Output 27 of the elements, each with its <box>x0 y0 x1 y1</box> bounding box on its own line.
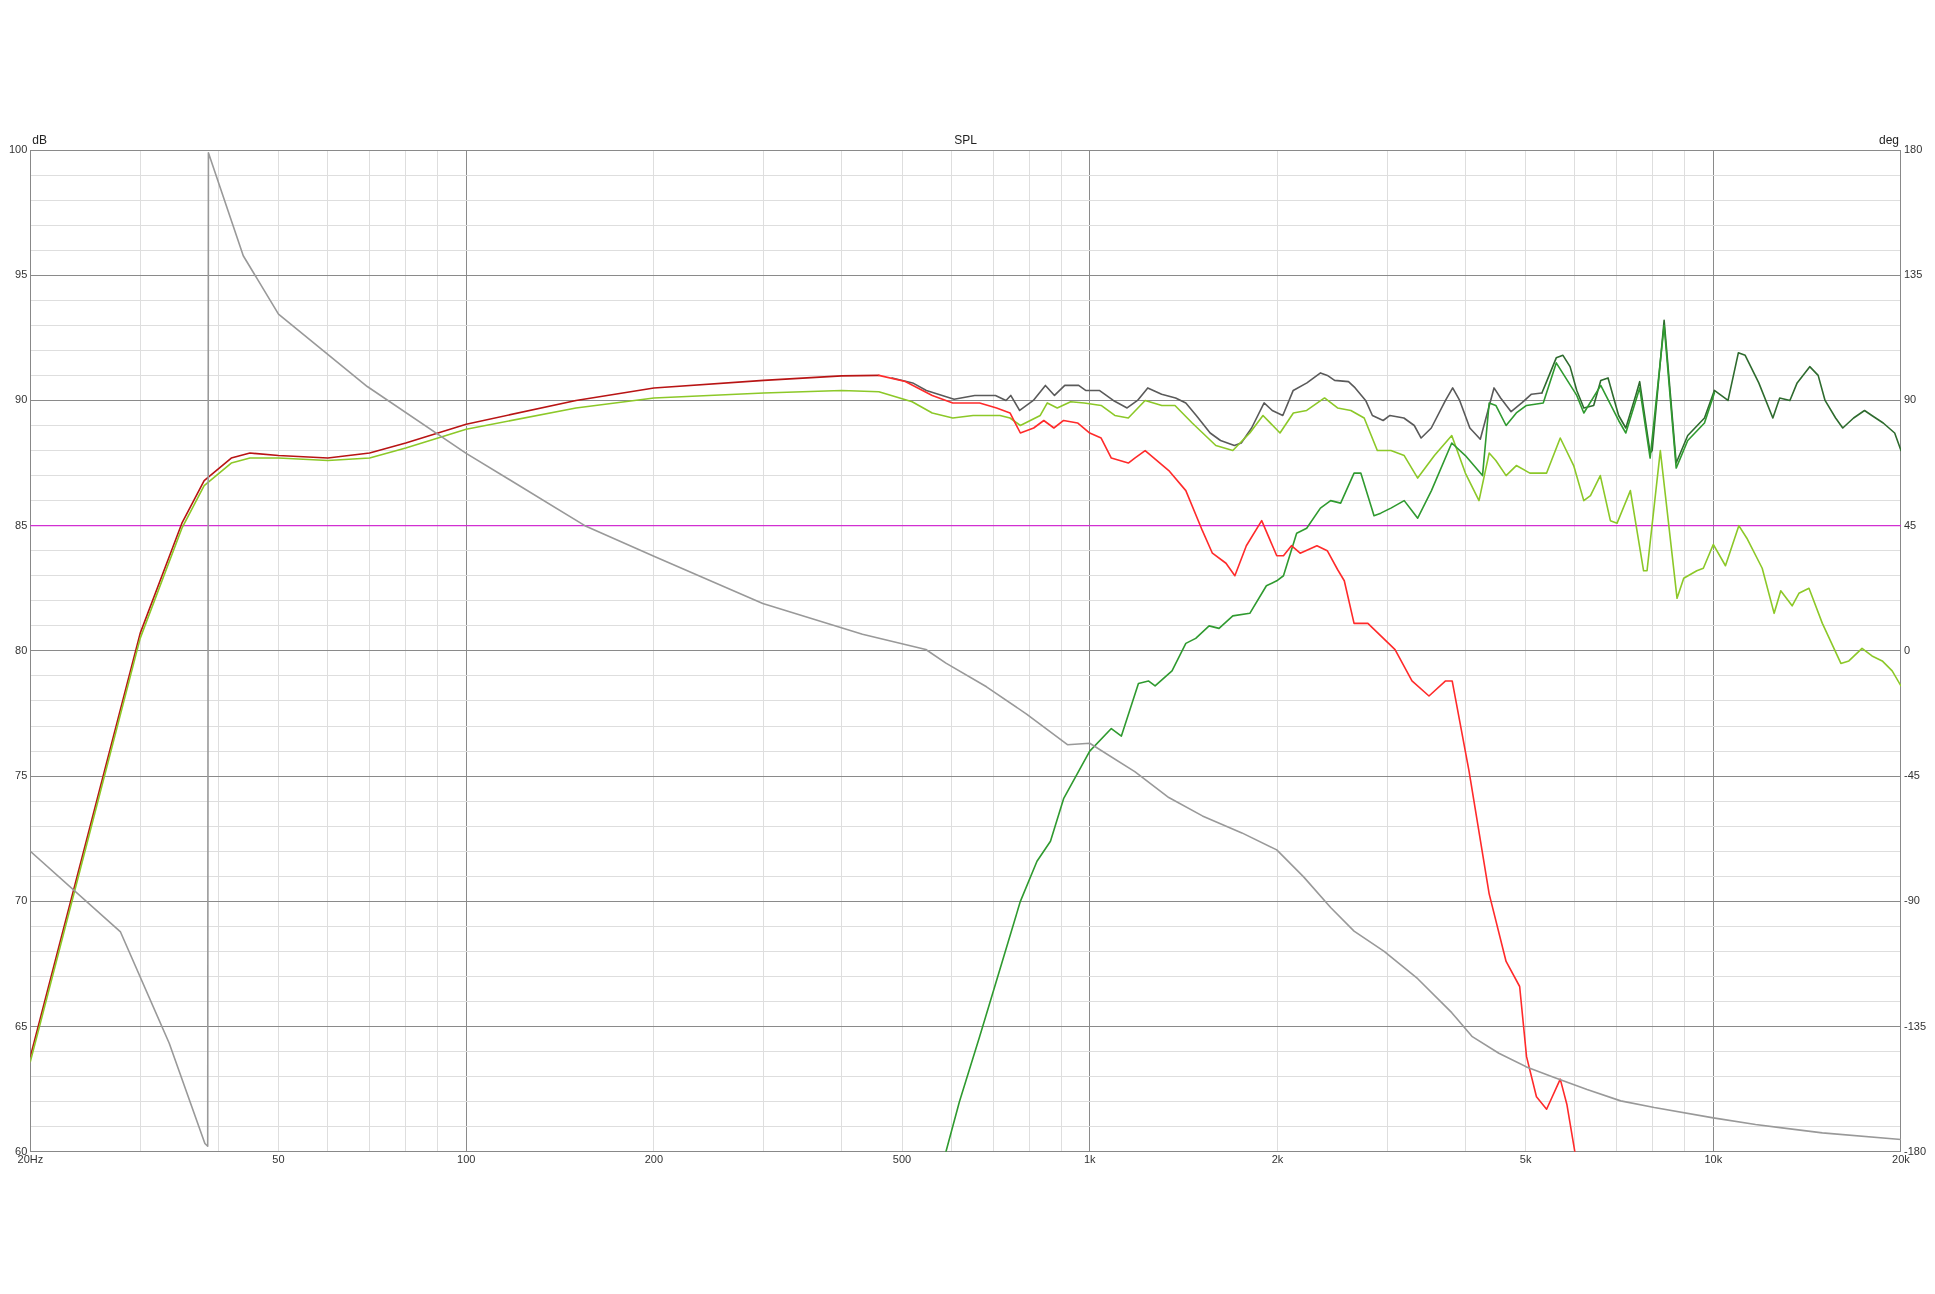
y-tick-label: 75 <box>15 769 28 782</box>
x-tick-label: 10k <box>1704 1153 1723 1166</box>
x-tick-label: 100 <box>457 1153 476 1166</box>
y2-axis-title: deg <box>1878 133 1899 148</box>
x-tick-label: 1k <box>1083 1153 1097 1166</box>
x-tick-label: 2k <box>1271 1153 1284 1166</box>
y-tick-label: 70 <box>15 894 28 907</box>
x-tick-label: 500 <box>892 1153 912 1166</box>
x-tick-label: 5k <box>1519 1153 1532 1166</box>
y2-tick-label: 180 <box>1903 143 1923 156</box>
x-tick-label: 200 <box>644 1153 664 1166</box>
y-axis-title: dB <box>32 133 48 148</box>
y2-tick-label: 90 <box>1903 393 1917 406</box>
y2-tick-label: 0 <box>1903 643 1911 656</box>
x-tick-label: 50 <box>272 1153 285 1166</box>
chart-title: SPL <box>954 133 978 148</box>
y-tick-label: 95 <box>15 268 28 281</box>
y-tick-label: 90 <box>15 393 28 406</box>
y2-tick-label: -90 <box>1903 894 1920 907</box>
y2-tick-label: -135 <box>1903 1019 1927 1032</box>
y-tick-label: 85 <box>15 518 28 531</box>
y2-tick-label: 135 <box>1903 268 1923 281</box>
y-tick-label: 80 <box>15 643 28 656</box>
y-tick-label: 100 <box>8 143 28 156</box>
y2-tick-label: -45 <box>1903 769 1920 782</box>
y2-tick-label: 45 <box>1903 518 1917 531</box>
y-tick-label: 65 <box>15 1019 28 1032</box>
